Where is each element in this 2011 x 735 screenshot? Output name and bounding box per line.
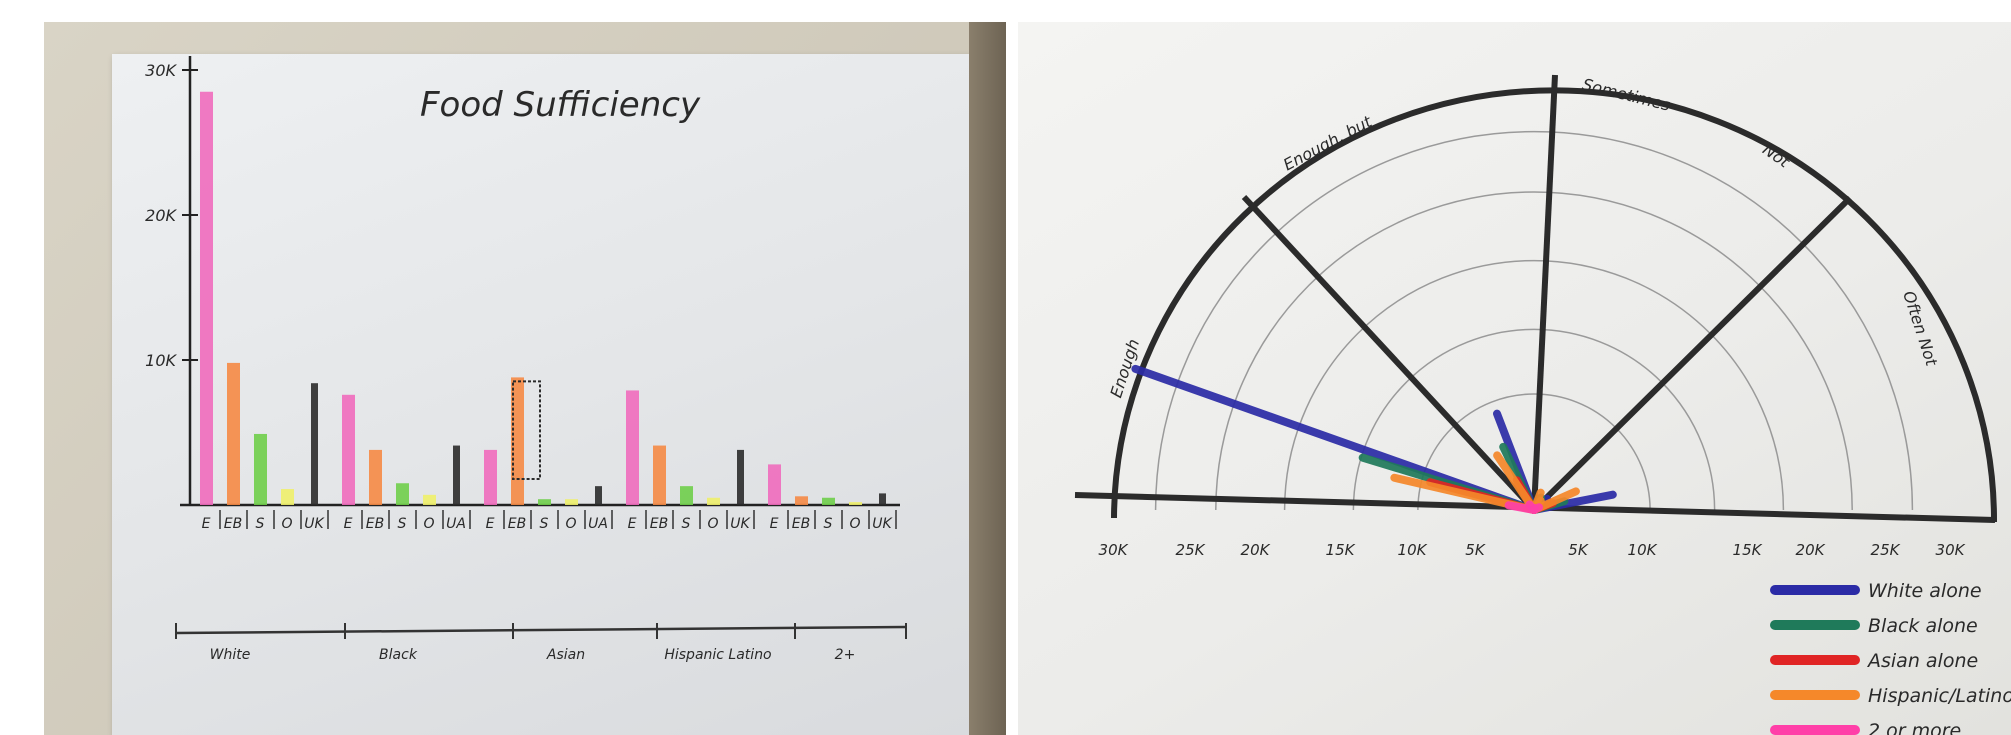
x-tick-label: E xyxy=(486,516,495,532)
x-tick-label: EB xyxy=(366,516,384,532)
group-label: Hispanic Latino xyxy=(664,647,771,663)
sector-label: Enough, but xyxy=(1280,112,1375,175)
bar-hispanic-latino-o xyxy=(707,497,720,505)
bar-hispanic-latino-s xyxy=(680,486,693,505)
bar-white-uk xyxy=(311,383,318,505)
x-tick-label: UA xyxy=(446,516,466,532)
legend-label: Black alone xyxy=(1868,615,1978,637)
x-tick-label: EB xyxy=(224,516,242,532)
radial-tick-label: 10K xyxy=(1628,541,1658,559)
sector-divider xyxy=(1531,74,1558,511)
x-tick-label: S xyxy=(824,516,833,532)
x-tick-label: UK xyxy=(872,516,893,532)
group-label: Asian xyxy=(546,647,585,663)
sector-divider xyxy=(1241,194,1537,513)
y-tick-label: 20K xyxy=(145,206,177,225)
bar-white-o xyxy=(281,489,294,505)
radial-tick-label: 10K xyxy=(1398,541,1428,559)
radial-tick-label: 30K xyxy=(1936,541,1966,559)
radial-tick-label: 20K xyxy=(1796,541,1826,559)
bar-asian-e xyxy=(484,449,497,505)
legend-label: White alone xyxy=(1868,580,1982,602)
legend-label: 2 or more xyxy=(1868,720,1961,735)
bar-hispanic-latino-eb xyxy=(653,445,666,505)
x-tick-label: S xyxy=(540,516,549,532)
x-tick-label: S xyxy=(256,516,265,532)
desk-edge xyxy=(969,22,1006,735)
x-tick-label: UA xyxy=(588,516,608,532)
bar-2+-e xyxy=(768,464,781,505)
x-tick-label: E xyxy=(628,516,637,532)
radial-tick-label: 25K xyxy=(1176,541,1206,559)
highlight-hatch xyxy=(512,380,541,480)
radial-tick-label: 25K xyxy=(1871,541,1901,559)
bar-2+-s xyxy=(822,497,835,505)
bar-asian-s xyxy=(538,499,551,505)
x-tick-label: O xyxy=(565,516,576,532)
bar-black-o xyxy=(423,494,436,505)
x-tick-label: O xyxy=(849,516,860,532)
x-tick-label: O xyxy=(707,516,718,532)
bar-asian-o xyxy=(565,499,578,505)
group-label: White xyxy=(210,647,251,663)
group-axis-line xyxy=(175,625,907,635)
bar-hispanic-latino-uk xyxy=(737,449,744,505)
group-label: 2+ xyxy=(835,647,856,663)
x-tick-label: UK xyxy=(304,516,325,532)
bar-2+-eb xyxy=(795,496,808,505)
radial-tick-label: 15K xyxy=(1326,541,1356,559)
x-tick-label: E xyxy=(770,516,779,532)
legend-label: Hispanic/Latino xyxy=(1868,685,2011,707)
x-tick-label: E xyxy=(202,516,211,532)
group-label: Black xyxy=(379,647,418,663)
bar-white-s xyxy=(254,433,267,505)
radial-tick-label: 5K xyxy=(1465,541,1486,559)
right-photo xyxy=(1018,22,2011,735)
ray-2-or-more xyxy=(1530,503,1544,514)
x-tick-label: EB xyxy=(508,516,526,532)
bar-2+-o xyxy=(849,502,862,505)
x-tick-label: E xyxy=(344,516,353,532)
bar-asian-ua xyxy=(595,486,602,505)
bar-black-ua xyxy=(453,445,460,505)
bar-white-e xyxy=(200,91,213,505)
bar-hispanic-latino-e xyxy=(626,390,639,505)
legend-label: Asian alone xyxy=(1866,650,1978,672)
sector-label: Sometimes xyxy=(1580,75,1672,115)
guide-ring xyxy=(1215,191,1853,511)
guide-ring xyxy=(1283,259,1785,511)
guide-ring xyxy=(1352,328,1716,511)
radial-tick-label: 30K xyxy=(1099,541,1129,559)
x-tick-label: S xyxy=(682,516,691,532)
y-tick-label: 30K xyxy=(145,61,177,80)
sector-divider xyxy=(1531,195,1853,513)
x-tick-label: O xyxy=(423,516,434,532)
guide-ring xyxy=(1417,393,1651,511)
x-tick-label: UK xyxy=(730,516,751,532)
x-tick-label: O xyxy=(281,516,292,532)
bar-white-eb xyxy=(227,362,240,505)
radial-tick-label: 5K xyxy=(1568,541,1589,559)
radial-tick-label: 15K xyxy=(1733,541,1763,559)
bar-2+-uk xyxy=(879,493,886,505)
bar-black-eb xyxy=(369,449,382,505)
x-tick-label: EB xyxy=(650,516,668,532)
bar-black-s xyxy=(396,483,409,505)
y-tick-label: 10K xyxy=(145,351,177,370)
guide-ring xyxy=(1154,130,1914,511)
chart-title: Food Sufficiency xyxy=(420,85,701,125)
radial-tick-label: 20K xyxy=(1241,541,1271,559)
x-tick-label: S xyxy=(398,516,407,532)
bar-asian-eb xyxy=(511,377,524,505)
x-tick-label: EB xyxy=(792,516,810,532)
bar-black-e xyxy=(342,394,355,505)
